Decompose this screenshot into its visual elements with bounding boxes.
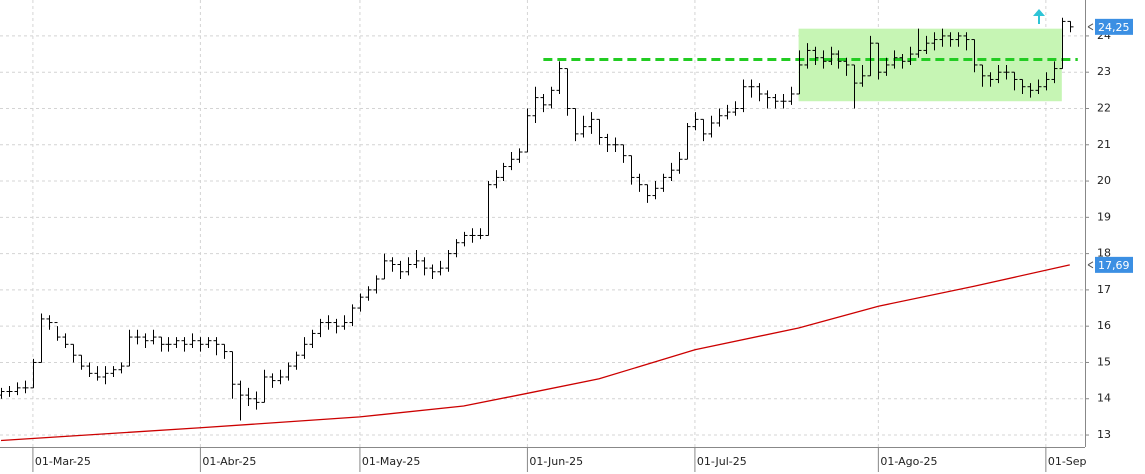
x-tick-label: 01-May-25 [362,455,420,468]
y-tick-label: 17 [1097,283,1111,296]
y-tick-label: 21 [1097,138,1111,151]
ma-last-pointer [1087,261,1094,269]
x-tick-label: 01-Jun-25 [529,455,583,468]
ma-last-label: 17,69 [1098,259,1130,272]
y-tick-label: 13 [1097,428,1111,441]
y-tick-label: 15 [1097,355,1111,368]
x-tick-label: 01-Abr-25 [202,455,256,468]
y-tick-label: 22 [1097,101,1111,114]
grid-layer [0,0,1085,447]
x-tick-label: 01-Sep [1048,455,1087,468]
signal-arrow [1033,9,1045,24]
zone [798,28,1062,102]
last-price-box [1095,18,1133,35]
last-price-pointer [1087,23,1094,31]
y-tick-label: 23 [1097,65,1111,78]
x-tick-label: 01-Ago-25 [880,455,937,468]
last-price-label: 24,25 [1098,21,1130,34]
ma-last-box [1095,256,1133,273]
y-tick-label: 19 [1097,210,1111,223]
y-tick-label: 18 [1097,247,1111,260]
y-tick-label: 14 [1097,392,1111,405]
y-tick-label: 16 [1097,319,1111,332]
x-tick-label: 01-Mar-25 [35,455,91,468]
y-tick-label: 20 [1097,174,1111,187]
moving-average [0,264,1070,442]
x-tick-label: 01-Jul-25 [697,455,747,468]
marks-layer [0,17,1078,442]
